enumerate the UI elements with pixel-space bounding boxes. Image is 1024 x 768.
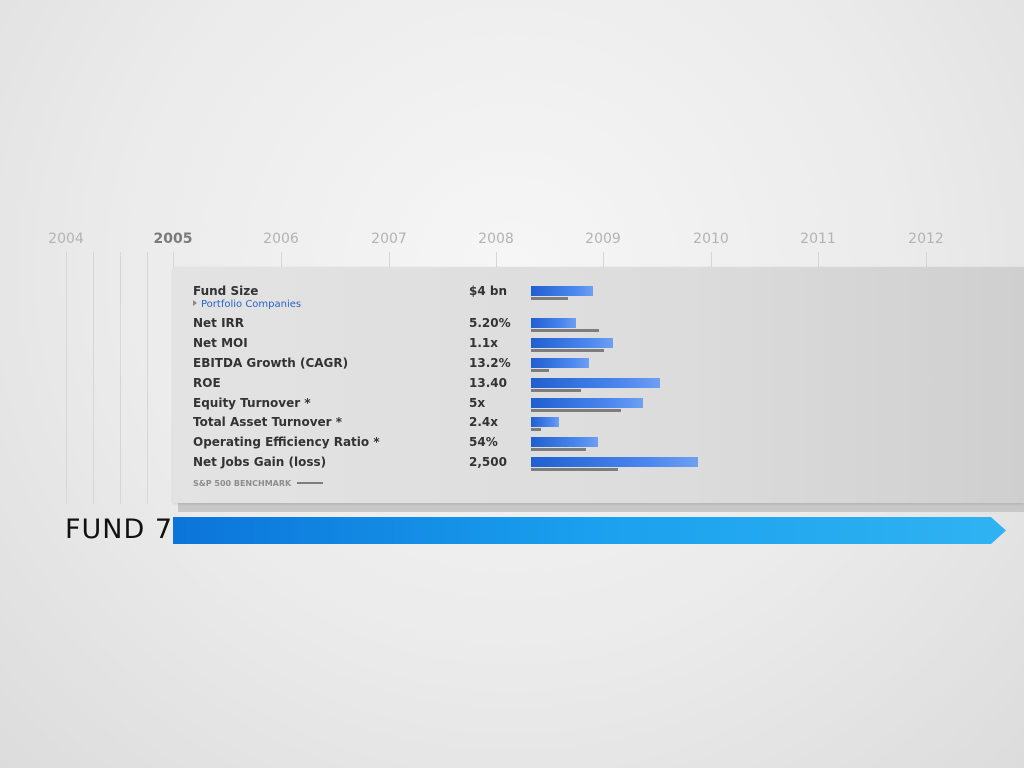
metric-label: ROE — [193, 376, 221, 390]
legend-label: S&P 500 BENCHMARK — [193, 479, 292, 488]
fund-title: FUND 7 — [65, 514, 174, 545]
benchmark-bar — [531, 329, 599, 332]
benchmark-bar — [531, 428, 541, 431]
metric-value: 54% — [469, 435, 498, 449]
fund-arrow-shape — [173, 517, 1006, 544]
metric-value: 13.2% — [469, 356, 511, 370]
metric-label: Total Asset Turnover * — [193, 415, 343, 429]
caret-right-icon — [193, 300, 197, 306]
fund-metrics-panel: Fund Size $4 bn Net IRR 5.20% Net MOI 1.1x EBI… — [173, 267, 1024, 503]
fund-bar — [531, 286, 593, 296]
fund-bar — [531, 378, 660, 388]
timeline-gridline — [93, 252, 94, 504]
benchmark-bar — [531, 369, 549, 372]
year-gridline — [926, 252, 927, 268]
timeline-gridline — [147, 252, 148, 504]
benchmark-bar — [531, 297, 568, 300]
metric-label: Net Jobs Gain (loss) — [193, 455, 327, 469]
benchmark-bar — [531, 448, 586, 451]
metric-value: 2,500 — [469, 455, 507, 469]
metric-label: Net IRR — [193, 316, 245, 330]
year-gridline — [173, 252, 174, 268]
legend-benchmark-swatch — [297, 482, 324, 484]
year-gridline — [281, 252, 282, 268]
year-label-2011[interactable]: 2011 — [800, 231, 836, 247]
fund-bar — [531, 338, 613, 348]
metric-label: Operating Efficiency Ratio * — [193, 435, 380, 449]
year-label-2012[interactable]: 2012 — [908, 231, 944, 247]
fund-bar — [531, 318, 576, 328]
year-label-2006[interactable]: 2006 — [263, 231, 299, 247]
year-label-2004[interactable]: 2004 — [48, 231, 84, 247]
metric-label: Fund Size — [193, 284, 259, 298]
metric-value: 5.20% — [469, 316, 511, 330]
portfolio-companies-label: Portfolio Companies — [201, 299, 302, 310]
timeline-gridline — [66, 252, 67, 504]
timeline-gridline — [120, 252, 121, 504]
metric-value: 2.4x — [469, 415, 498, 429]
fund-timeline-arrow[interactable] — [173, 517, 1007, 545]
fund-bar — [531, 417, 559, 427]
metric-label: EBITDA Growth (CAGR) — [193, 356, 349, 370]
benchmark-bar — [531, 389, 581, 392]
year-label-2008[interactable]: 2008 — [478, 231, 514, 247]
panel-shadow — [178, 503, 1024, 512]
fund-bar — [531, 358, 589, 368]
metric-value: 13.40 — [469, 376, 507, 390]
year-gridline — [389, 252, 390, 268]
year-label-2009[interactable]: 2009 — [585, 231, 621, 247]
year-gridline — [496, 252, 497, 268]
portfolio-companies-link[interactable]: Portfolio Companies — [193, 299, 301, 310]
year-gridline — [711, 252, 712, 268]
benchmark-bar — [531, 468, 618, 471]
metric-label: Net MOI — [193, 336, 248, 350]
year-gridline — [818, 252, 819, 268]
year-label-2005[interactable]: 2005 — [153, 231, 193, 247]
year-gridline — [603, 252, 604, 268]
metric-value: 1.1x — [469, 336, 498, 350]
metric-value: $4 bn — [469, 284, 508, 298]
benchmark-bar — [531, 349, 604, 352]
fund-bar — [531, 457, 698, 467]
fund-bar — [531, 437, 598, 447]
metric-value: 5x — [469, 396, 486, 410]
benchmark-bar — [531, 409, 621, 412]
year-label-2007[interactable]: 2007 — [371, 231, 407, 247]
chart-legend: S&P 500 BENCHMARK — [193, 479, 324, 488]
year-label-2010[interactable]: 2010 — [693, 231, 729, 247]
fund-bar — [531, 398, 643, 408]
metric-label: Equity Turnover * — [193, 396, 311, 410]
